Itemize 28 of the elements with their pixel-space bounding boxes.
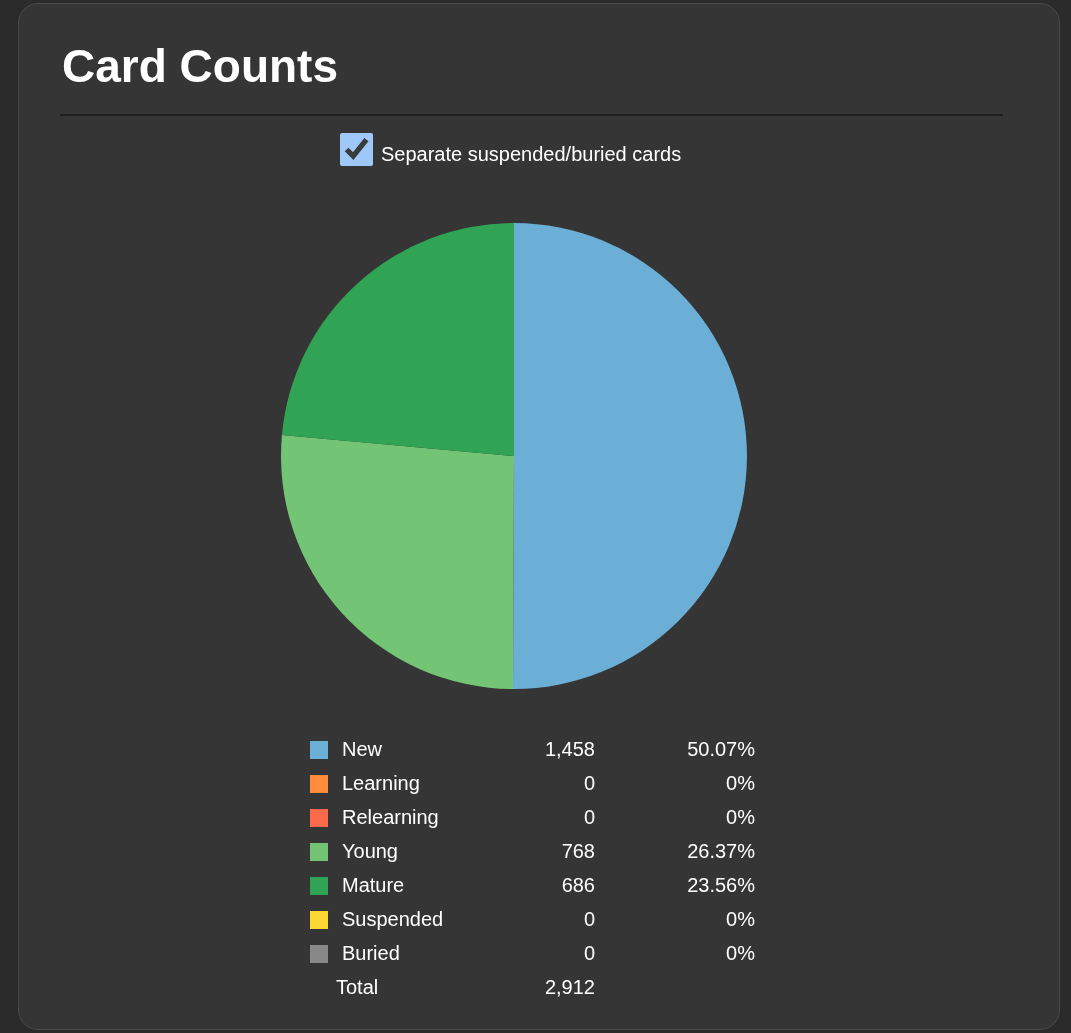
text: Separate suspended/buried cards — [381, 143, 682, 166]
text: 0 — [583, 942, 595, 964]
legend-label: Learning — [342, 772, 420, 794]
legend-label: Suspended — [342, 908, 444, 930]
text: 0% — [726, 908, 756, 930]
data-label: 1,458 — [544, 738, 595, 760]
text: 2,912 — [544, 976, 595, 998]
chart-title: Card Counts — [62, 39, 338, 94]
legend-label: Relearning — [342, 806, 439, 828]
text: 0 — [583, 806, 595, 828]
text: 26.37% — [687, 840, 756, 862]
text: 50.07% — [687, 738, 756, 760]
text: 0 — [583, 772, 595, 794]
text: 0% — [726, 806, 756, 828]
pie-slice — [281, 434, 514, 689]
text: Total — [336, 976, 379, 998]
legend-label: New — [342, 738, 383, 760]
data-label: 686 — [561, 874, 595, 896]
text: 23.56% — [687, 874, 756, 896]
legend-label: Buried — [342, 942, 400, 964]
data-label: 768 — [561, 840, 595, 862]
legend-label: Young — [342, 840, 398, 862]
text: 0% — [726, 772, 756, 794]
pie-slice — [281, 223, 514, 456]
pie-slice — [513, 223, 747, 689]
text: 0% — [726, 942, 756, 964]
text: 0 — [583, 908, 595, 930]
legend-label: Mature — [342, 874, 405, 896]
